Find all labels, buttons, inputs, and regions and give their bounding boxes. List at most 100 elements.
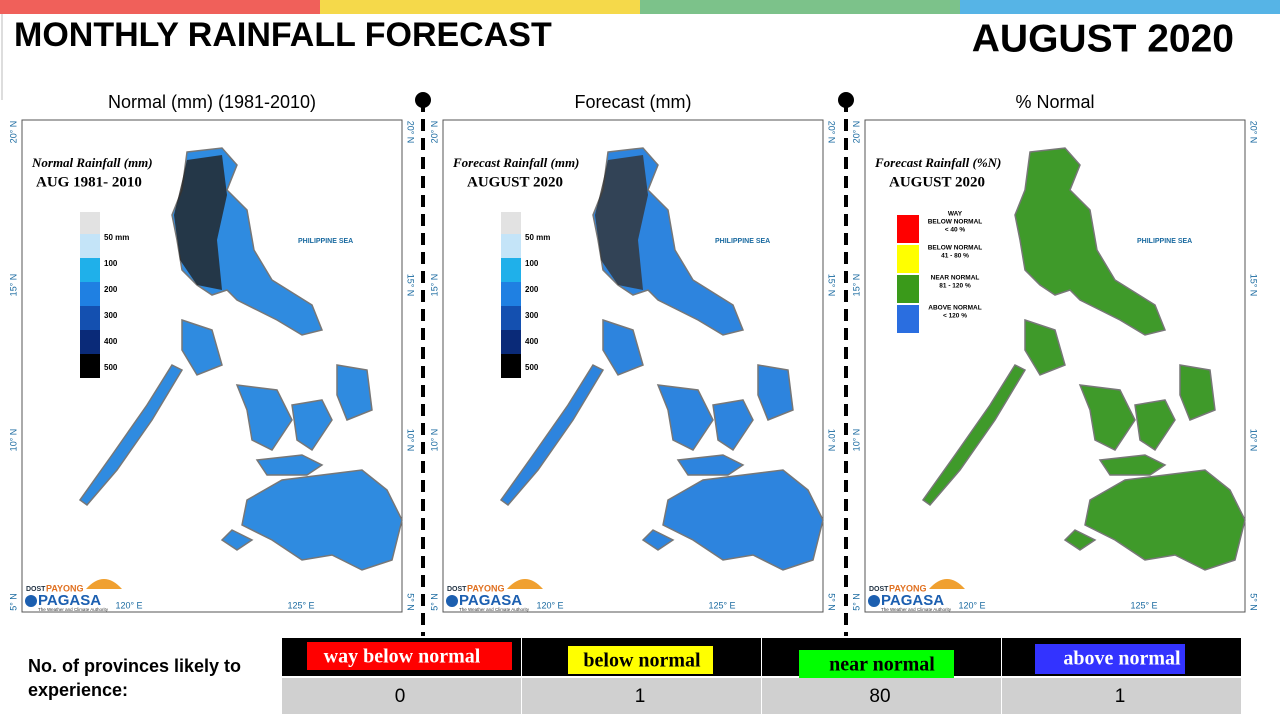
lat-label: 10° N [851,429,861,452]
lat-label: 15° N [1249,274,1259,297]
lat-label: 15° N [406,274,416,297]
lat-label: 5° N [8,593,18,611]
legend-label: 50 mm [104,233,129,242]
lat-label: 10° N [429,429,439,452]
legend-label: < 120 % [943,313,967,320]
legend-swatch [80,282,100,306]
map-title: Forecast Rainfall (%N) [874,155,1001,170]
table-value: 80 [869,686,890,707]
lon-label: 120° E [958,600,985,610]
table-value-cell [282,678,521,714]
legend-swatch [80,354,100,378]
legend-label: 500 [525,363,539,372]
legend-swatch [897,245,919,273]
legend-swatch [501,234,521,258]
lat-label: 15° N [827,274,837,297]
logo-icon [25,595,37,607]
lat-label: 5° N [851,593,861,611]
panel-caption: % Normal [1015,92,1094,112]
logo-name: PAYONG [46,583,84,593]
map-title: Normal Rainfall (mm) [31,155,153,170]
legend-label: 50 mm [525,233,550,242]
logo-name: PAGASA [881,592,944,609]
legend-label: NEAR NORMAL [931,275,980,282]
logo-tagline: The Weather and Climate Authority [38,607,109,612]
table-value-cell [522,678,761,714]
map-shade [595,155,648,290]
logo-org: DOST [869,586,889,593]
sea-label: PHILIPPINE SEA [1137,238,1192,245]
lon-label: 120° E [536,600,563,610]
lon-label: 125° E [708,600,735,610]
lat-label: 20° N [406,121,416,144]
logo-umbrella [86,579,122,589]
legend-label: 200 [525,285,539,294]
lon-label: 125° E [287,600,314,610]
legend-swatch [897,305,919,333]
map-subtitle: AUGUST 2020 [467,174,563,190]
legend-swatch [501,330,521,354]
table-label-box [15,648,292,714]
legend-swatch [80,212,100,234]
legend-label: 100 [525,259,539,268]
lat-label: 20° N [827,121,837,144]
sea-label: PHILIPPINE SEA [715,238,770,245]
stripe [320,0,640,14]
logo-umbrella [507,579,543,589]
stripe [960,0,1280,14]
table-label: No. of provinces likely to experience: [28,656,241,700]
legend-label: 200 [104,285,118,294]
logo-name: PAYONG [467,583,505,593]
legend-swatch [501,212,521,234]
column-tag [307,642,512,670]
legend-swatch [501,282,521,306]
legend-swatch [501,354,521,378]
logo-org: DOST [447,586,467,593]
logo-tagline: The Weather and Climate Authority [881,607,952,612]
lat-label: 20° N [851,121,861,144]
logo-icon [868,595,880,607]
stripe [0,0,320,14]
stripe [640,0,960,14]
legend-label: 100 [104,259,118,268]
title: MONTHLY RAINFALL FORECAST [14,16,552,54]
legend-label: 400 [525,337,539,346]
column-tag [799,650,954,678]
logo-org: DOST [26,586,46,593]
column-header: way below normal [324,646,481,668]
legend-swatch [897,215,919,243]
label-line: No. of provinces likely to [28,656,241,676]
legend-label: ABOVE NORMAL [928,305,981,312]
lat-label: 5° N [406,593,416,611]
column-header: near normal [829,654,935,676]
map-subtitle: AUGUST 2020 [889,174,985,190]
map-shade [174,155,227,290]
legend-label: 41 - 80 % [941,253,969,260]
legend-swatch [501,306,521,330]
map-panel: Forecast Rainfall (mm) AUGUST 2020 PHILIPP… [429,119,837,613]
map-subtitle: AUG 1981- 2010 [36,174,142,190]
logo-tagline: The Weather and Climate Authority [459,607,530,612]
legend-label: 500 [104,363,118,372]
lat-label: 20° N [1249,121,1259,144]
column-tag [1035,644,1185,674]
legend-label: 400 [104,337,118,346]
legend-label: 300 [525,311,539,320]
legend-swatch [80,330,100,354]
logo-icon [446,595,458,607]
legend-label: BELOW NORMAL [928,219,983,226]
lon-label: 120° E [115,600,142,610]
lat-label: 15° N [851,274,861,297]
lat-label: 15° N [429,274,439,297]
lat-label: 10° N [8,429,18,452]
legend-swatch [80,234,100,258]
lon-label: 125° E [1130,600,1157,610]
table-value-cell [1002,678,1241,714]
legend-swatch [80,258,100,282]
dividers [415,92,854,636]
table-value: 1 [1115,686,1126,707]
lat-label: 5° N [1249,593,1259,611]
